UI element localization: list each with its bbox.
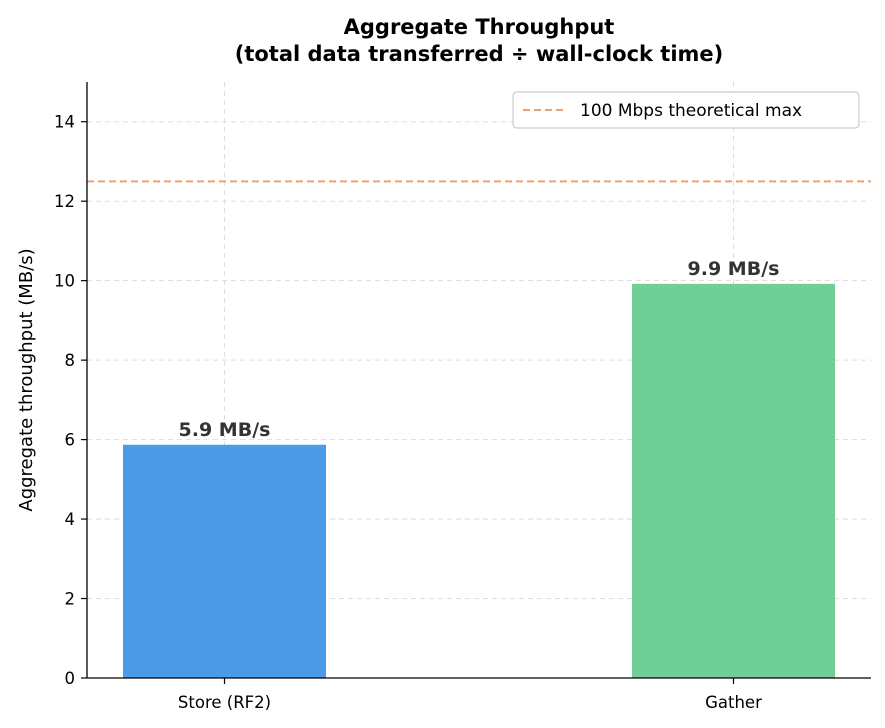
y-tick-label: 10 [54, 272, 75, 291]
legend-box [512, 91, 860, 129]
y-tick-label: 8 [65, 351, 76, 370]
chart-title: Aggregate Throughput [344, 15, 615, 39]
x-tick-label: Gather [705, 693, 762, 712]
legend: 100 Mbps theoretical max [512, 91, 860, 129]
bar-1 [632, 283, 835, 678]
bars [123, 283, 835, 678]
y-tick-label: 12 [54, 192, 75, 211]
data-labels: 5.9 MB/s 9.9 MB/s [179, 258, 780, 441]
chart-subtitle: (total data transferred ÷ wall-clock tim… [235, 42, 724, 66]
tick-labels: 0 2 4 6 8 10 12 14 Store (RF2) Gather [54, 113, 762, 712]
x-tick-label: Store (RF2) [178, 693, 271, 712]
y-tick-label: 2 [65, 590, 76, 609]
y-tick-label: 4 [65, 510, 76, 529]
y-tick-label: 6 [65, 431, 76, 450]
legend-entry-reference: 100 Mbps theoretical max [580, 101, 802, 121]
axes [81, 82, 871, 684]
bar-0 [123, 444, 326, 678]
data-label-1: 9.9 MB/s [688, 258, 780, 280]
data-label-0: 5.9 MB/s [179, 419, 271, 441]
y-tick-label: 0 [65, 669, 76, 688]
y-axis-label: Aggregate throughput (MB/s) [16, 248, 37, 511]
y-tick-label: 14 [54, 113, 75, 132]
